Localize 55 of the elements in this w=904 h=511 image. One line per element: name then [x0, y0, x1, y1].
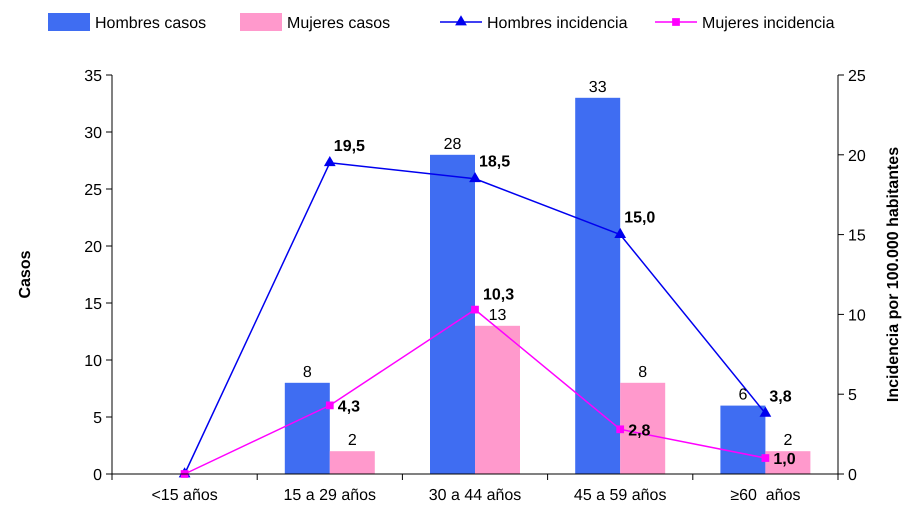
data-label: 8 [638, 364, 648, 381]
y2-tick-label: 25 [848, 68, 866, 85]
data-label: 3,8 [769, 388, 792, 406]
x-tick-label: ≥60 años [730, 487, 800, 504]
bar [330, 451, 375, 474]
y2-tick-label: 15 [848, 228, 866, 245]
data-label: 18,5 [479, 154, 510, 171]
point [326, 402, 334, 410]
data-label: 28 [444, 136, 462, 153]
x-tick-label: 45 a 59 años [574, 487, 666, 504]
y2-tick-label: 10 [848, 307, 866, 324]
data-label: 19,5 [334, 138, 366, 155]
point [760, 406, 772, 417]
data-label: 1,0 [773, 451, 796, 468]
legend-label: Hombres incidencia [487, 15, 628, 32]
data-label: 33 [588, 78, 607, 96]
data-label: 8 [302, 364, 312, 381]
x-tick-label: <15 años [151, 487, 218, 504]
data-label: 10,3 [483, 286, 514, 304]
y2-axis-title: Incidencia por 100.000 habitantes [885, 146, 902, 402]
bar [575, 98, 620, 474]
data-label: 4,3 [338, 398, 360, 416]
bar [720, 406, 766, 474]
x-tick-label: 30 a 44 años [428, 487, 522, 504]
data-label: 2 [348, 432, 357, 450]
y2-tick-label: 0 [848, 467, 857, 484]
point [762, 454, 770, 462]
y-tick-label: 15 [84, 296, 102, 313]
y-axis-title: Casos [17, 250, 34, 299]
x-tick-label: 15 a 29 años [284, 487, 376, 504]
y2-tick-label: 5 [848, 387, 857, 404]
legend-label: Mujeres incidencia [702, 15, 835, 32]
point [324, 156, 336, 166]
y-tick-label: 30 [84, 125, 102, 142]
point [616, 425, 624, 434]
data-label: 6 [738, 386, 748, 404]
point [614, 228, 626, 238]
y-tick-label: 20 [84, 239, 102, 256]
y2-tick-label: 20 [848, 148, 866, 165]
bar [475, 326, 520, 474]
data-label: 13 [488, 306, 506, 324]
data-label: 15,0 [624, 210, 656, 227]
y-tick-label: 5 [93, 410, 102, 427]
bar [430, 154, 475, 474]
legend-label: Hombres casos [95, 15, 206, 32]
legend-label: Mujeres casos [287, 15, 390, 32]
y-tick-label: 10 [84, 353, 102, 370]
bar [620, 382, 666, 474]
point [471, 306, 479, 314]
y-tick-label: 25 [84, 182, 102, 199]
y-tick-label: 35 [84, 68, 102, 85]
data-label: 2 [783, 432, 792, 450]
bar [284, 382, 330, 474]
y-tick-label: 0 [93, 467, 102, 484]
point [469, 172, 481, 182]
